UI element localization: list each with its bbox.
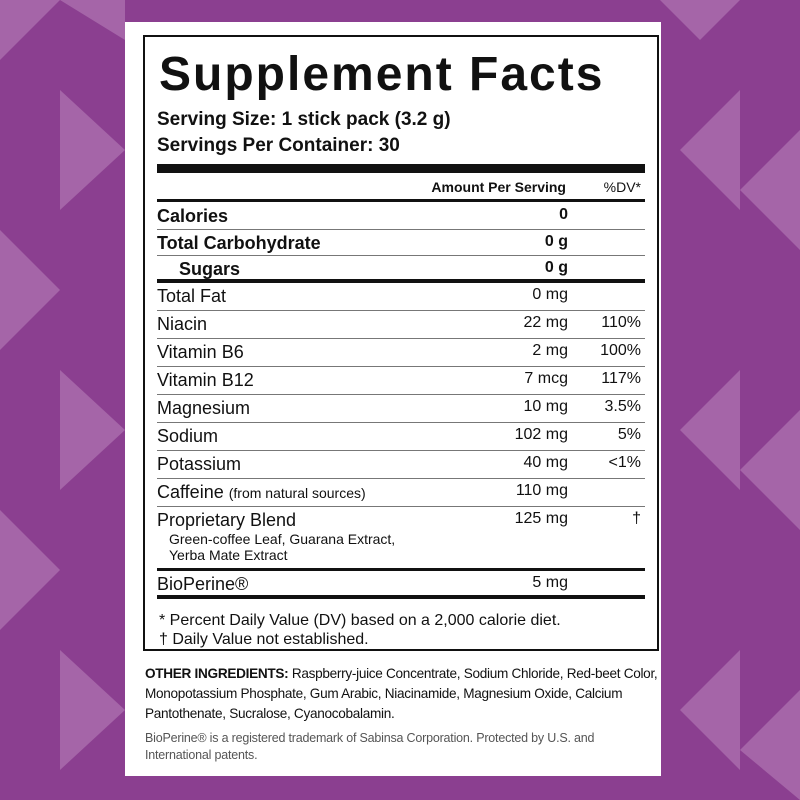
nutrient-dv: 3.5% [604, 398, 641, 415]
nutrient-row: Potassium 40 mg <1% [157, 451, 645, 479]
nutrient-amount: 2 mg [532, 342, 568, 359]
nutrient-dv: † [632, 510, 641, 527]
footnote-dagger: † Daily Value not established. [159, 631, 369, 648]
nutrient-row: BioPerine® 5 mg [157, 571, 645, 599]
nutrient-row: Magnesium 10 mg 3.5% [157, 395, 645, 423]
nutrient-name: BioPerine® [157, 574, 249, 594]
nutrient-amount: 0 [559, 206, 568, 223]
nutrient-amount: 40 mg [523, 454, 568, 471]
nutrient-row: Vitamin B6 2 mg 100% [157, 339, 645, 367]
nutrient-name: Sodium [157, 426, 219, 446]
nutrient-dv: 100% [600, 342, 641, 359]
nutrient-name: Proprietary Blend [157, 510, 297, 530]
nutrient-amount: 5 mg [532, 574, 568, 591]
other-ingredients-label: OTHER INGREDIENTS: [145, 666, 289, 681]
nutrient-name: Magnesium [157, 398, 251, 418]
nutrient-row: Calories 0 [157, 203, 645, 230]
nutrient-dv: <1% [608, 454, 641, 471]
supplement-facts-box: Supplement Facts Serving Size: 1 stick p… [143, 35, 659, 651]
nutrient-row: Caffeine (from natural sources) 110 mg [157, 479, 645, 507]
divider [157, 199, 645, 202]
bottom-notes: OTHER INGREDIENTS: Raspberry-juice Conce… [145, 664, 660, 764]
other-ingredients: OTHER INGREDIENTS: Raspberry-juice Conce… [145, 664, 660, 724]
nutrient-note: (from natural sources) [228, 485, 366, 501]
nutrient-row: Total Fat 0 mg [157, 283, 645, 311]
nutrient-row: Total Carbohydrate 0 g [157, 230, 645, 256]
nutrient-amount: 0 g [544, 233, 568, 250]
nutrient-row: Proprietary Blend Green-coffee Leaf, Guar… [157, 507, 645, 571]
nutrient-dv: 5% [617, 426, 641, 443]
divider-thick [157, 164, 645, 173]
footnote-dv: * Percent Daily Value (DV) based on a 2,… [159, 612, 561, 629]
nutrient-dv: 110% [601, 314, 641, 331]
nutrient-name: Vitamin B6 [157, 342, 244, 362]
nutrient-amount: 102 mg [514, 426, 568, 443]
nutrient-name: Niacin [157, 314, 208, 334]
nutrient-row: Sugars 0 g [157, 256, 645, 283]
nutrient-amount: 0 mg [532, 286, 568, 303]
nutrient-row: Vitamin B12 7 mcg 117% [157, 367, 645, 395]
nutrient-dv: 117% [601, 370, 641, 387]
nutrient-amount: 7 mcg [524, 370, 568, 387]
blend-ingredients: Green-coffee Leaf, Guarana Extract, Yerba… [169, 531, 396, 563]
trademark-notice: BioPerine® is a registered trademark of … [145, 731, 595, 762]
nutrient-amount: 125 mg [514, 510, 568, 527]
nutrient-name: Sugars [179, 259, 241, 279]
nutrient-name: Caffeine (from natural sources) [157, 482, 366, 502]
title: Supplement Facts [159, 48, 605, 101]
other-ingredients-text: Raspberry-juice Concentrate, Sodium Chlo… [145, 666, 658, 721]
dv-header: %DV* [603, 179, 641, 195]
nutrient-amount: 110 mg [515, 482, 568, 499]
amount-header: Amount Per Serving [431, 179, 566, 195]
nutrient-amount: 22 mg [523, 314, 568, 331]
nutrient-name: Vitamin B12 [157, 370, 254, 390]
nutrient-name: Potassium [157, 454, 242, 474]
serving-size: Serving Size: 1 stick pack (3.2 g) [157, 109, 451, 130]
nutrient-name: Total Fat [157, 286, 227, 306]
nutrient-amount: 10 mg [523, 398, 568, 415]
servings-per-container: Servings Per Container: 30 [157, 135, 400, 156]
nutrient-name: Calories [157, 206, 229, 226]
nutrient-row: Sodium 102 mg 5% [157, 423, 645, 451]
nutrient-amount: 0 g [544, 259, 568, 276]
nutrient-row: Niacin 22 mg 110% [157, 311, 645, 339]
nutrient-name: Total Carbohydrate [157, 233, 321, 253]
